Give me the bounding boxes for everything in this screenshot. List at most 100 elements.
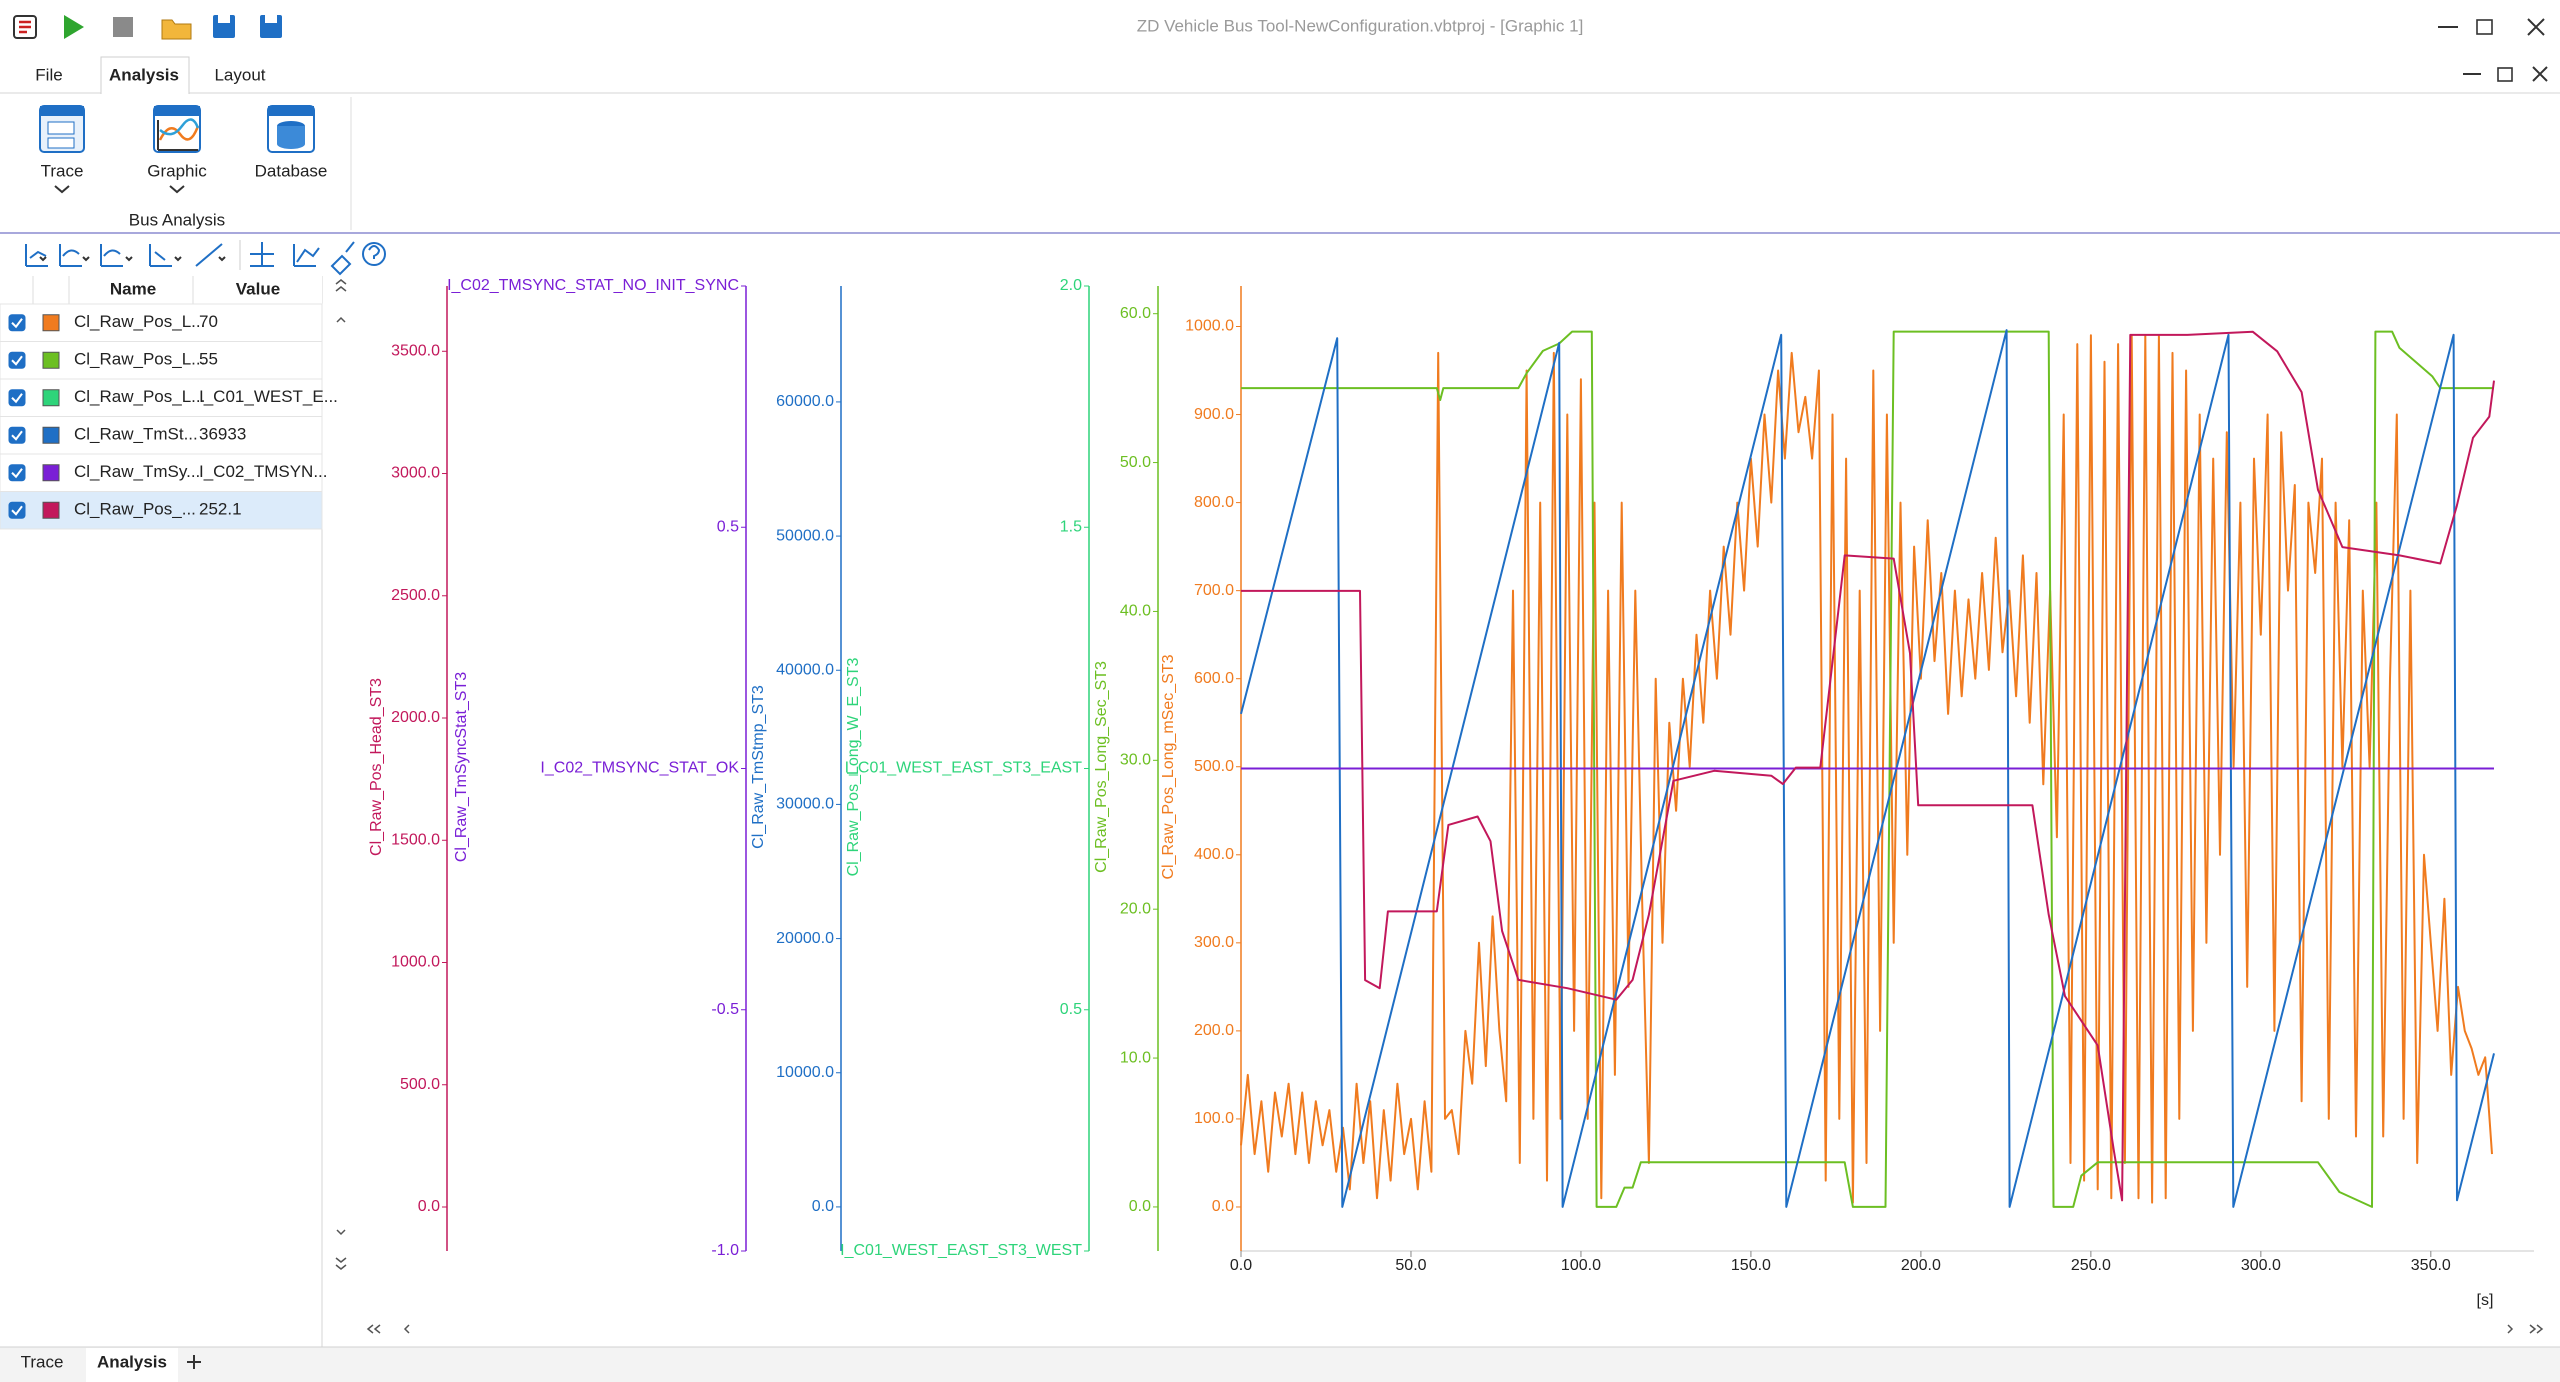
open-button[interactable] [161, 19, 192, 40]
signal-line [1240, 334, 2493, 1204]
signal-row[interactable]: Cl_Raw_Pos_L...70 [0, 303, 323, 342]
y-tick-label: 2500.0 [391, 587, 440, 604]
y-tick-label: 2000.0 [391, 709, 440, 726]
restore-button[interactable] [2476, 19, 2493, 35]
signal-name: Cl_Raw_Pos_L... [74, 350, 205, 369]
checkmark [11, 393, 23, 404]
signal-value: I_C02_TMSYN... [199, 462, 328, 481]
ribbon-buttons: Trace Graphic Database [41, 161, 328, 180]
y-tick-label: 500.0 [1194, 758, 1234, 775]
y-tick-label: 60000.0 [776, 393, 834, 410]
ribbon-button-label[interactable]: Trace [41, 161, 84, 180]
x-axis-label: [s] [2477, 1292, 2494, 1309]
tool-clear[interactable] [330, 241, 355, 276]
signal-row[interactable]: Cl_Raw_Pos_L...55 [0, 341, 323, 380]
ribbon-button-label[interactable]: Database [255, 161, 328, 180]
y-tick-label: 900.0 [1194, 406, 1234, 423]
tool-measure[interactable] [195, 243, 223, 267]
y-axis-title: Cl_Raw_TmSyncStat_ST3 [453, 672, 470, 862]
tool-curve[interactable] [100, 244, 123, 267]
scroll-right[interactable] [2507, 1324, 2544, 1334]
checkmark [11, 318, 23, 329]
y-tick-label: 3000.0 [391, 465, 440, 482]
color-swatch [42, 351, 60, 369]
scroll-top[interactable] [335, 279, 347, 323]
x-tick-label: 50.0 [1395, 1257, 1426, 1274]
save-as-button[interactable] [260, 15, 282, 38]
tool-xy[interactable] [149, 244, 172, 267]
y-tick-label: 700.0 [1194, 582, 1234, 599]
menu-tab[interactable]: Layout [214, 65, 265, 84]
scroll-bottom[interactable] [335, 1229, 347, 1270]
close-button[interactable] [2527, 18, 2545, 36]
row-checkbox[interactable] [8, 351, 26, 369]
trace-dropdown[interactable] [54, 185, 70, 194]
y-tick-label: 300.0 [1194, 934, 1234, 951]
bottom-tab[interactable]: Analysis [97, 1352, 167, 1371]
y-tick-label: 40.0 [1120, 603, 1151, 620]
doc-close[interactable] [2532, 66, 2548, 82]
y-tick-label: 1.5 [1060, 518, 1082, 535]
column-header[interactable]: Name [110, 279, 156, 298]
y-tick-label: I_C01_WEST_EAST_ST3_WEST [840, 1242, 1082, 1259]
row-checkbox[interactable] [8, 426, 26, 444]
tool-cursor[interactable] [250, 242, 274, 267]
checkmark [11, 505, 23, 516]
bottom-tab[interactable]: Trace [21, 1352, 64, 1371]
y-tick-label: 3500.0 [391, 342, 440, 359]
signal-row[interactable]: Cl_Raw_TmSt... 36933 [0, 416, 323, 455]
signal-row[interactable]: Cl_Raw_TmSy...I_C02_TMSYN... [0, 453, 328, 492]
doc-restore[interactable] [2497, 67, 2513, 82]
color-swatch [42, 464, 60, 482]
signal-value: 70 [199, 312, 218, 331]
add-tab-button[interactable] [187, 1355, 201, 1369]
y-tick-label: 2.0 [1060, 277, 1082, 294]
row-background [0, 453, 323, 492]
row-checkbox[interactable] [8, 389, 26, 407]
graphic-toolbar [25, 240, 386, 276]
scroll-left[interactable] [366, 1324, 410, 1334]
tool-line[interactable] [59, 244, 82, 267]
save-button[interactable] [213, 15, 235, 38]
bottom-tab-bar [0, 1347, 2560, 1382]
x-tick-label: 300.0 [2241, 1257, 2281, 1274]
y-tick-label: I_C01_WEST_EAST_ST3_EAST [845, 760, 1083, 777]
signal-line [1241, 330, 2494, 1208]
x-tick-label: 100.0 [1561, 1257, 1601, 1274]
run-button[interactable] [64, 15, 84, 39]
ribbon-button-label[interactable]: Graphic [147, 161, 207, 180]
tool-dropdown[interactable] [39, 256, 226, 262]
stop-button[interactable] [113, 17, 133, 37]
y-tick-label: 1000.0 [1185, 318, 1234, 335]
ribbon-trace-icon[interactable] [39, 105, 85, 153]
x-tick-label: 150.0 [1731, 1257, 1771, 1274]
y-axis-title: Cl_Raw_Pos_Long_mSec_ST3 [1160, 654, 1177, 879]
y-tick-label: -0.5 [711, 1001, 739, 1018]
y-tick-label: 60.0 [1120, 305, 1151, 322]
row-checkbox[interactable] [8, 314, 26, 332]
ribbon-graphic-icon[interactable] [153, 105, 201, 153]
signal-row[interactable]: Cl_Raw_Pos_L...I_C01_WEST_E... [0, 378, 338, 417]
color-swatch [42, 426, 60, 444]
y-tick-label: I_C02_TMSYNC_STAT_OK [540, 760, 739, 777]
y-axis-title: Cl_Raw_Pos_Long_Sec_ST3 [1093, 661, 1110, 873]
tool-help[interactable] [362, 242, 386, 266]
y-tick-label: 30.0 [1120, 752, 1151, 769]
tool-zoom[interactable] [293, 244, 320, 267]
y-tick-label: 0.0 [418, 1198, 440, 1215]
menu-tab[interactable]: File [35, 65, 62, 84]
tool-add-axis[interactable] [25, 244, 48, 267]
graphic-dropdown[interactable] [169, 185, 185, 194]
active-bottom-tab [86, 1348, 178, 1382]
tool-help-mark [368, 245, 381, 259]
row-checkbox[interactable] [8, 501, 26, 519]
column-header[interactable]: Value [236, 279, 280, 298]
signal-name: Cl_Raw_Pos_L... [74, 312, 205, 331]
signal-row[interactable]: Cl_Raw_Pos_... 252.1 [0, 491, 323, 530]
color-swatch [42, 314, 60, 332]
menu-tab[interactable]: Analysis [109, 65, 179, 84]
ribbon-database-icon[interactable] [267, 105, 315, 153]
row-checkbox[interactable] [8, 464, 26, 482]
signal-value: I_C01_WEST_E... [199, 387, 338, 406]
signal-name: Cl_Raw_TmSt... [74, 425, 198, 444]
